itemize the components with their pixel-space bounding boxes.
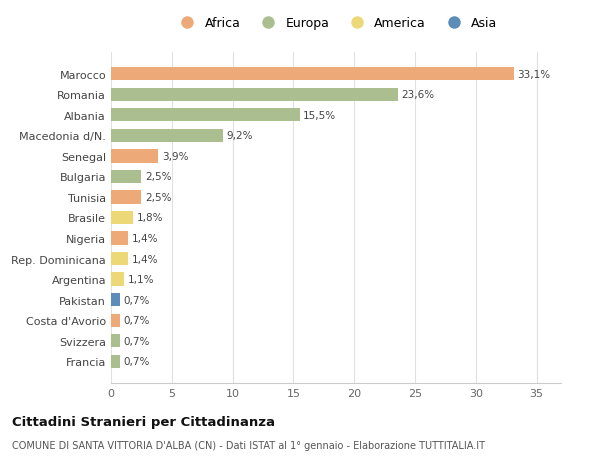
Bar <box>111 232 128 245</box>
Text: 1,4%: 1,4% <box>131 234 158 244</box>
Bar <box>111 191 142 204</box>
Bar <box>111 68 514 81</box>
Bar <box>111 211 133 225</box>
Bar <box>111 273 124 286</box>
Text: 3,9%: 3,9% <box>162 151 188 162</box>
Text: 23,6%: 23,6% <box>401 90 435 100</box>
Bar <box>111 355 119 368</box>
Text: 0,7%: 0,7% <box>123 357 149 367</box>
Bar <box>111 314 119 327</box>
Text: 15,5%: 15,5% <box>303 111 336 120</box>
Bar <box>111 129 223 143</box>
Text: 1,8%: 1,8% <box>137 213 163 223</box>
Bar <box>111 335 119 348</box>
Bar <box>111 109 299 122</box>
Text: 0,7%: 0,7% <box>123 295 149 305</box>
Text: COMUNE DI SANTA VITTORIA D'ALBA (CN) - Dati ISTAT al 1° gennaio - Elaborazione T: COMUNE DI SANTA VITTORIA D'ALBA (CN) - D… <box>12 440 485 450</box>
Bar <box>111 252 128 266</box>
Text: 2,5%: 2,5% <box>145 172 172 182</box>
Text: 0,7%: 0,7% <box>123 316 149 325</box>
Bar <box>111 293 119 307</box>
Text: 1,4%: 1,4% <box>131 254 158 264</box>
Bar <box>111 88 398 101</box>
Text: 33,1%: 33,1% <box>517 69 550 79</box>
Bar <box>111 150 158 163</box>
Text: Cittadini Stranieri per Cittadinanza: Cittadini Stranieri per Cittadinanza <box>12 415 275 428</box>
Text: 9,2%: 9,2% <box>227 131 253 141</box>
Bar <box>111 170 142 184</box>
Text: 1,1%: 1,1% <box>128 274 155 285</box>
Text: 2,5%: 2,5% <box>145 192 172 202</box>
Legend: Africa, Europa, America, Asia: Africa, Europa, America, Asia <box>172 14 500 33</box>
Text: 0,7%: 0,7% <box>123 336 149 346</box>
